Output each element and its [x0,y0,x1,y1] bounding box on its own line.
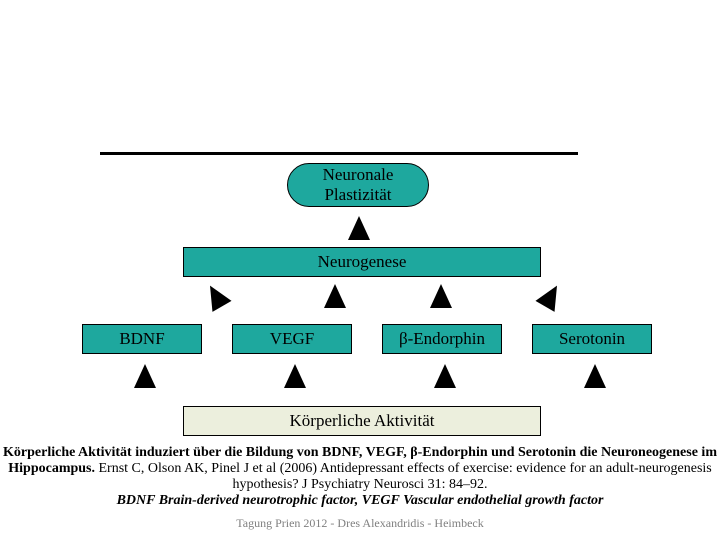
node-label: Neurogenese [318,252,407,272]
node-koerperliche-aktivitaet: Körperliche Aktivität [183,406,541,436]
caption-regular: Ernst C, Olson AK, Pinel J et al (2006) … [95,461,712,492]
arrow-up-icon [434,364,456,388]
footer-text: Tagung Prien 2012 - Dres Alexandridis - … [0,516,720,531]
node-label: β-Endorphin [399,329,485,349]
node-label: Neuronale Plastizität [323,165,394,204]
node-bdnf: BDNF [82,324,202,354]
arrow-up-icon [134,364,156,388]
slide: Neuronale Plastizität Neurogenese BDNF V… [0,0,720,540]
node-vegf: VEGF [232,324,352,354]
arrow-up-icon [284,364,306,388]
node-label: Serotonin [559,329,625,349]
node-serotonin: Serotonin [532,324,652,354]
node-label: BDNF [119,329,164,349]
caption-text: Körperliche Aktivität induziert über die… [0,445,720,509]
node-label: VEGF [270,329,314,349]
arrow-up-icon [200,280,231,312]
node-beta-endorphin: β-Endorphin [382,324,502,354]
caption-italic: BDNF Brain-derived neurotrophic factor, … [117,493,604,508]
node-label: Körperliche Aktivität [290,411,435,431]
arrow-up-icon [584,364,606,388]
title-underline [100,152,578,155]
footer-label: Tagung Prien 2012 - Dres Alexandridis - … [236,516,483,530]
node-neuronale-plastizitaet: Neuronale Plastizität [287,163,429,207]
arrow-up-icon [430,284,452,308]
node-neurogenese: Neurogenese [183,247,541,277]
arrow-up-icon [535,280,566,312]
arrow-up-icon [324,284,346,308]
arrow-up-icon [348,216,370,240]
